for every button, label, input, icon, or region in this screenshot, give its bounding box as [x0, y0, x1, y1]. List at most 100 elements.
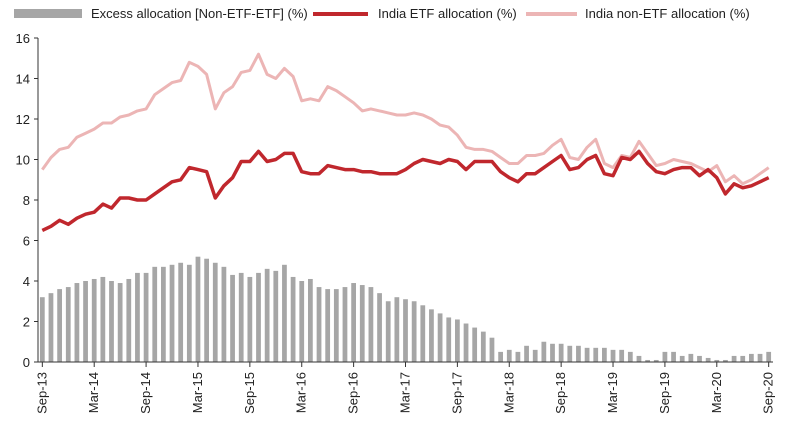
bar-excess	[463, 323, 469, 362]
bar-excess	[57, 289, 62, 362]
bar-excess	[662, 351, 668, 362]
bar-excess	[109, 281, 114, 362]
bar-excess	[359, 285, 365, 362]
x-tick-label: Sep-13	[34, 372, 49, 414]
x-tick-label: Mar-14	[86, 372, 101, 413]
bar-excess	[714, 359, 720, 362]
bar-excess	[74, 283, 80, 362]
bar-excess	[333, 289, 339, 362]
legend-label-non-etf: India non-ETF allocation (%)	[585, 6, 750, 21]
bar-excess	[437, 313, 443, 362]
bar-excess	[498, 351, 503, 362]
bar-excess	[238, 272, 244, 362]
bar-excess	[429, 309, 434, 362]
bar-excess	[532, 349, 538, 362]
y-axis: 0 2 4 6 8 10 12 14 16	[16, 31, 39, 370]
bar-excess	[411, 301, 417, 362]
bar-excess	[351, 283, 356, 362]
bar-excess	[749, 353, 754, 362]
x-tick-label: Sep-14	[138, 372, 153, 414]
bar-excess	[602, 347, 607, 362]
x-tick-label: Mar-18	[501, 372, 516, 413]
bar-excess	[567, 345, 573, 362]
bar-excess	[178, 262, 184, 362]
x-tick-label: Mar-15	[190, 372, 205, 413]
bar-excess	[636, 355, 642, 362]
bar-excess	[135, 272, 140, 362]
legend: Excess allocation [Non-ETF-ETF] (%) Indi…	[14, 6, 750, 21]
bar-excess	[230, 274, 235, 362]
x-axis: Sep-13 Mar-14 Sep-14 Mar-15 Sep-15 Mar-16 Sep-…	[34, 361, 776, 414]
bar-excess	[299, 281, 305, 362]
y-tick-label: 14	[16, 72, 30, 87]
x-tick-label: Sep-16	[346, 372, 361, 414]
bar-excess	[368, 287, 374, 362]
bar-excess	[247, 276, 253, 362]
bar-excess	[186, 264, 192, 362]
bar-excess	[740, 355, 746, 362]
line-series	[41, 52, 770, 232]
bar-excess	[731, 355, 737, 362]
bar-excess	[653, 359, 659, 362]
bar-series-excess	[39, 256, 772, 362]
bar-excess	[610, 349, 616, 362]
bar-excess	[446, 317, 452, 362]
x-tick-label: Mar-16	[294, 372, 309, 413]
bar-excess	[420, 305, 426, 362]
bar-excess	[385, 301, 391, 362]
bar-excess	[541, 341, 547, 362]
x-tick-label: Sep-20	[761, 372, 776, 414]
bar-excess	[169, 264, 175, 362]
bar-excess	[584, 347, 590, 362]
bar-excess	[325, 289, 331, 362]
bar-excess	[455, 319, 460, 362]
x-tick-label: Sep-19	[657, 372, 672, 414]
legend-label-excess: Excess allocation [Non-ETF-ETF] (%)	[91, 6, 308, 21]
bar-excess	[524, 345, 529, 362]
legend-swatch-excess	[14, 9, 82, 18]
bar-excess	[212, 262, 218, 362]
bar-excess	[65, 287, 71, 362]
bar-excess	[282, 264, 287, 362]
bar-excess	[766, 351, 772, 362]
bar-excess	[100, 276, 106, 362]
bar-excess	[723, 359, 728, 362]
y-tick-label: 12	[16, 112, 30, 127]
x-tick-label: Sep-17	[449, 372, 464, 414]
bar-excess	[645, 359, 650, 362]
bar-excess	[472, 327, 478, 362]
y-tick-label: 8	[23, 193, 30, 208]
y-tick-label: 6	[23, 234, 30, 249]
bar-excess	[83, 281, 88, 362]
bar-excess	[48, 293, 54, 362]
bar-excess	[697, 355, 702, 362]
x-tick-label: Mar-19	[605, 372, 620, 413]
bar-excess	[576, 345, 581, 362]
bar-excess	[161, 266, 166, 362]
line-india-etf	[41, 149, 770, 232]
bar-excess	[221, 266, 227, 362]
x-tick-label: Sep-15	[242, 372, 257, 414]
bar-excess	[679, 355, 685, 362]
bar-excess	[273, 270, 279, 362]
bar-excess	[619, 349, 625, 362]
bar-excess	[757, 353, 763, 362]
y-tick-label: 16	[16, 31, 30, 46]
bar-excess	[152, 266, 158, 362]
bar-excess	[705, 357, 711, 362]
bar-excess	[403, 299, 408, 362]
x-tick-label: Sep-18	[553, 372, 568, 414]
legend-label-etf: India ETF allocation (%)	[378, 6, 517, 21]
bar-excess	[126, 278, 132, 362]
bar-excess	[308, 278, 313, 362]
bar-excess	[558, 343, 564, 362]
bar-excess	[593, 347, 599, 362]
bar-excess	[195, 256, 201, 362]
bar-excess	[550, 343, 555, 362]
bar-excess	[256, 272, 261, 362]
bar-excess	[671, 351, 676, 362]
bar-excess	[377, 293, 382, 362]
bar-excess	[39, 297, 45, 362]
bar-excess	[688, 353, 694, 362]
